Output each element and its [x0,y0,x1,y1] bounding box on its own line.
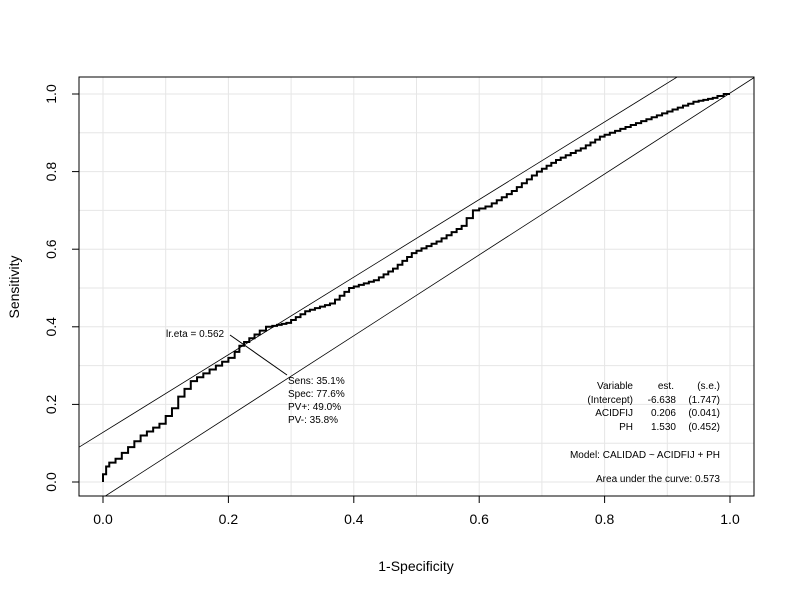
coef-header-variable: Variable [597,381,633,392]
reference-line [104,77,754,496]
annotation-leader-line [229,334,288,376]
plot-frame [78,76,755,497]
coef-header-se: (s.e.) [697,381,720,392]
coef-row-name: PH [619,422,633,433]
x-tick-label: 0.2 [219,511,239,527]
coef-row-name: ACIDFIJ [595,408,633,419]
grid [79,77,754,496]
x-axis: 0.0 0.2 0.4 0.6 0.8 1.0 [93,496,740,527]
auc-label: Area under the curve: 0.573 [596,474,720,485]
stat-pvneg: PV-: 35.8% [288,415,338,426]
coef-table: Variable est. (s.e.) (Intercept) -6.638 … [587,381,720,433]
x-tick-label: 0.8 [595,511,615,527]
coef-header-est: est. [658,381,674,392]
y-tick-label: 0.0 [43,472,59,492]
coef-row-se: (0.452) [688,422,720,433]
y-tick-label: 0.2 [43,394,59,414]
model-formula: Model: CALIDAD ~ ACIDFIJ + PH [570,450,720,461]
y-axis: 0.0 0.2 0.4 0.6 0.8 1.0 [43,84,79,492]
x-tick-label: 0.4 [344,511,364,527]
lr-eta-label: lr.eta = 0.562 [166,329,225,340]
x-axis-label: 1-Specificity [378,558,453,574]
stat-sens: Sens: 35.1% [288,376,345,387]
optimal-point-stats: Sens: 35.1% Spec: 77.6% PV+: 49.0% PV-: … [288,376,345,426]
reference-line [79,77,678,448]
y-tick-label: 0.4 [43,317,59,337]
coef-row-se: (1.747) [688,395,720,406]
stat-spec: Spec: 77.6% [288,389,345,400]
x-tick-label: 0.6 [469,511,489,527]
reference-lines [79,77,754,496]
coef-row-est: 0.206 [651,408,676,419]
coef-row-est: 1.530 [651,422,676,433]
coef-row-name: (Intercept) [587,395,633,406]
stat-pvpos: PV+: 49.0% [288,402,341,413]
y-axis-label: Sensitivity [6,255,22,318]
x-tick-label: 1.0 [720,511,740,527]
coef-row-se: (0.041) [688,408,720,419]
y-tick-label: 0.8 [43,162,59,182]
x-tick-label: 0.0 [93,511,113,527]
coef-row-est: -6.638 [648,395,677,406]
y-tick-label: 1.0 [43,84,59,104]
y-tick-label: 0.6 [43,239,59,259]
roc-curve [102,93,730,482]
